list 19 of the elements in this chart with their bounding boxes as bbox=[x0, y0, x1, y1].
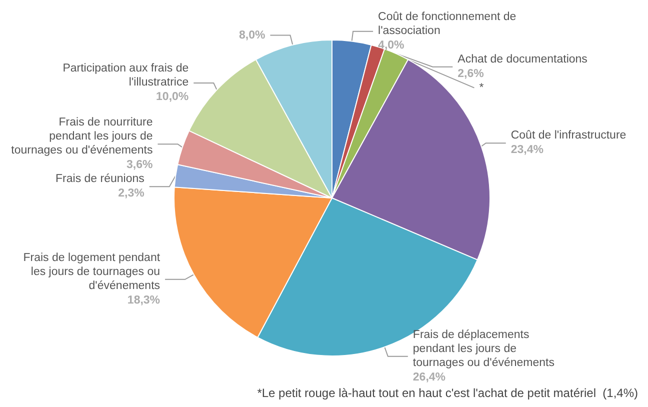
data-label: 10,0% bbox=[156, 90, 189, 103]
data-label: 26,4% bbox=[412, 371, 446, 384]
slice-label: Achat de documentations bbox=[458, 53, 588, 66]
data-label: 3,6% bbox=[126, 159, 153, 172]
slice-label: Frais de réunions bbox=[56, 173, 145, 186]
data-label: 2,3% bbox=[118, 188, 144, 200]
slice-label: Participation aux frais de l'illustratrice bbox=[62, 62, 189, 88]
text: *Le petit rouge là-haut tout en haut c'est l'achat de petit matériel (1,4%) bbox=[257, 386, 638, 400]
slice-label: Frais de déplacements pendant les jours de tournages ou d'événements bbox=[412, 328, 555, 369]
slice-label: Coût de fonctionnement de l'association bbox=[378, 10, 516, 37]
data-label: 18,3% bbox=[127, 294, 160, 306]
slice-label: Frais de logement pendant les jours de tournages ou d'événements bbox=[23, 252, 161, 292]
slice-label: * bbox=[479, 82, 484, 94]
data-label: 23,4% bbox=[510, 144, 544, 156]
data-label: 2,6% bbox=[458, 68, 484, 80]
data-label: 4,0% bbox=[378, 39, 404, 52]
data-label: 8,0% bbox=[239, 29, 266, 42]
slice-label: Coût de l'infrastructure bbox=[510, 130, 626, 142]
slice-label: Frais de nourriture pendant les jours de tournages ou d'événements bbox=[11, 116, 153, 157]
